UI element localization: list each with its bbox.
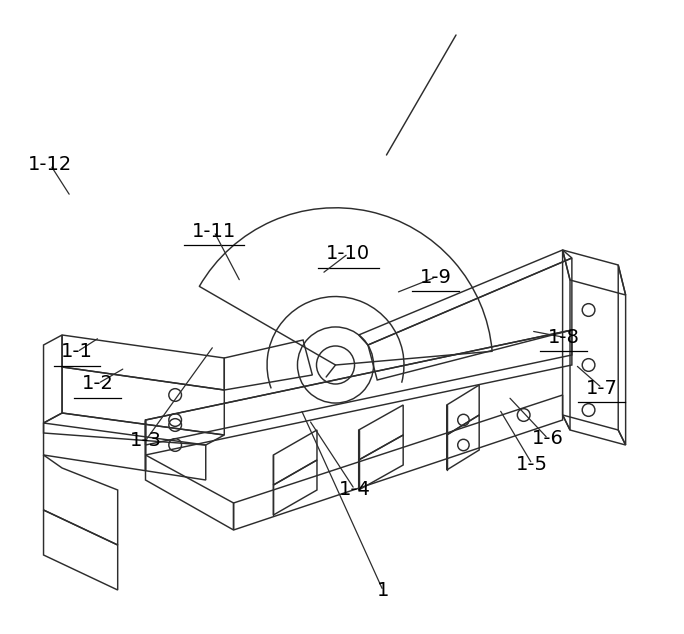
- Text: 1-8: 1-8: [548, 328, 580, 347]
- Text: 1-12: 1-12: [28, 155, 73, 174]
- Text: 1-1: 1-1: [61, 342, 93, 361]
- Text: 1-2: 1-2: [82, 374, 114, 393]
- Text: 1-5: 1-5: [516, 455, 548, 474]
- Text: 1-4: 1-4: [339, 480, 371, 499]
- Text: 1-10: 1-10: [326, 244, 371, 263]
- Text: 1-3: 1-3: [129, 431, 161, 450]
- Text: 1-7: 1-7: [586, 378, 618, 398]
- Text: 1-11: 1-11: [192, 222, 236, 241]
- Text: 1: 1: [377, 581, 389, 600]
- Text: 1-9: 1-9: [420, 268, 451, 287]
- Text: 1-6: 1-6: [532, 429, 564, 448]
